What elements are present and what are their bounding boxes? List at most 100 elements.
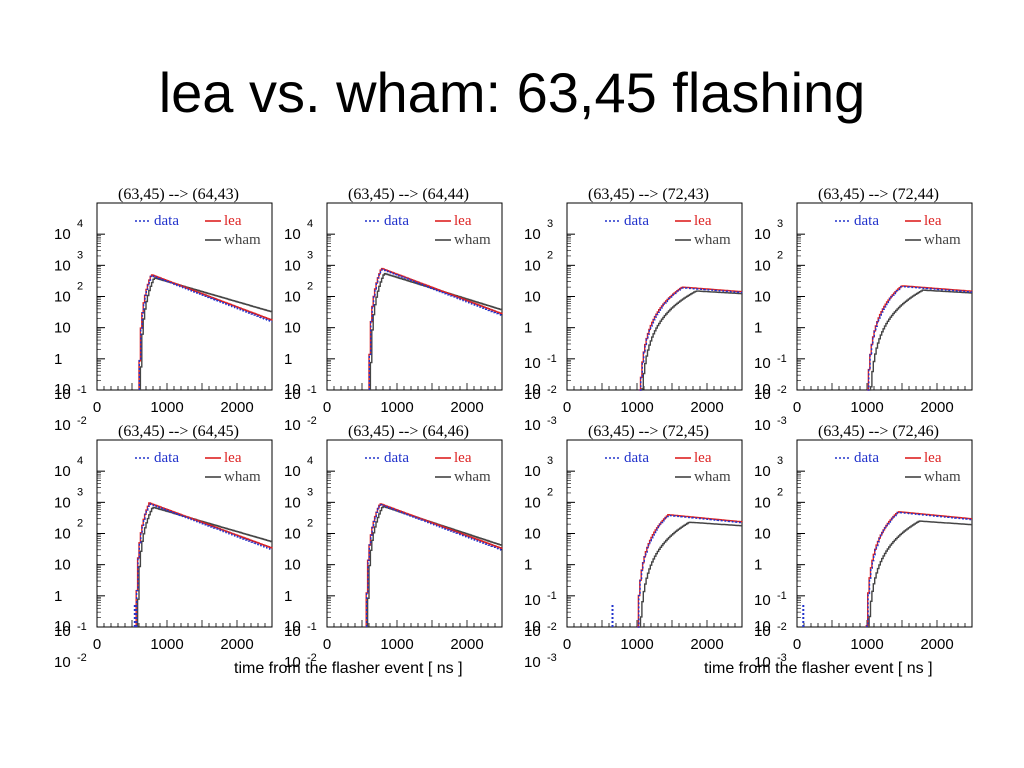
legend-entry-data: data	[365, 450, 409, 466]
y-tick-exponent: 3	[307, 486, 313, 498]
y-tick-label: 1	[284, 588, 292, 605]
svg-text:lea: lea	[694, 450, 712, 466]
panel-title: (63,45) --> (72,44)	[818, 186, 939, 203]
svg-text:lea: lea	[454, 450, 472, 466]
y-tick-label: 1	[754, 320, 762, 337]
panel-title: (63,45) --> (72,43)	[588, 186, 709, 203]
legend-entry-data: data	[135, 213, 179, 229]
series-data	[135, 503, 272, 627]
svg-text:lea: lea	[694, 213, 712, 229]
y-tick-label: 1	[284, 351, 292, 368]
panel-2: (63,45) --> (72,43) 10 3 10 2 10 1 10 -1 10 -2 10 -3…	[512, 183, 743, 434]
legend-entry-lea: lea	[675, 450, 712, 466]
y-tick-label: 10	[54, 463, 71, 480]
y-tick-label: 10	[524, 417, 541, 434]
y-tick-label: 10	[54, 386, 71, 403]
legend-entry-lea: lea	[435, 213, 472, 229]
y-tick-exponent: 3	[307, 249, 313, 261]
legend-entry-lea: lea	[905, 450, 942, 466]
series-data	[368, 268, 502, 390]
y-tick-label: 10	[754, 618, 771, 635]
y-tick-label: 10	[524, 463, 541, 480]
y-tick-label: 10	[754, 355, 771, 372]
series-lea	[365, 503, 503, 627]
x-tick-label: 0	[563, 636, 571, 653]
y-tick-label: 10	[524, 386, 541, 403]
y-tick-label: 10	[524, 494, 541, 511]
legend-entry-wham: wham	[435, 469, 491, 485]
legend-entry-data: data	[835, 450, 879, 466]
series-lea	[138, 274, 273, 390]
series-wham	[869, 289, 972, 391]
y-tick-exponent: 4	[77, 455, 83, 467]
x-tick-label: 2000	[220, 399, 253, 416]
x-tick-label: 0	[323, 399, 331, 416]
y-tick-label: 10	[284, 654, 301, 671]
series-lea	[637, 514, 743, 628]
y-tick-label: 1	[54, 588, 62, 605]
panel-chart: (63,45) --> (72,44) 10 3 10 2 10 1 10 -1 10 -2 10 -3…	[754, 186, 973, 434]
legend-entry-data: data	[605, 450, 649, 466]
x-tick-label: 1000	[620, 399, 653, 416]
y-tick-exponent: 2	[307, 518, 313, 530]
y-tick-label: 10	[754, 226, 771, 243]
panel-title: (63,45) --> (72,46)	[818, 423, 939, 440]
y-tick-label: 1	[754, 557, 762, 574]
svg-text:lea: lea	[224, 450, 242, 466]
y-tick-exponent: -2	[307, 652, 317, 664]
svg-text:wham: wham	[454, 232, 491, 248]
series-data	[639, 287, 743, 391]
y-tick-label: 10	[754, 494, 771, 511]
y-tick-exponent: 2	[547, 486, 553, 498]
series-wham	[136, 506, 273, 627]
y-tick-exponent: 3	[777, 455, 783, 467]
panel-0: (63,45) --> (64,43) 10 4 10 3 10 2 10 1 10 -1 10 -2 1…	[42, 183, 273, 434]
y-tick-label: 1	[54, 351, 62, 368]
y-tick-label: 10	[284, 526, 301, 543]
x-tick-label: 0	[323, 636, 331, 653]
panel-7: (63,45) --> (72,46) 10 3 10 2 10 1 10 -1 10 -2 10 -3…	[742, 420, 973, 671]
panel-6: (63,45) --> (72,45) 10 3 10 2 10 1 10 -1 10 -2 10 -3…	[512, 420, 743, 671]
y-tick-exponent: 2	[547, 249, 553, 261]
legend-entry-data: data	[835, 213, 879, 229]
panel-chart: (63,45) --> (72,46) 10 3 10 2 10 1 10 -1 10 -2 10 -3…	[754, 423, 973, 671]
y-tick-label: 10	[284, 226, 301, 243]
legend-entry-data: data	[365, 213, 409, 229]
y-tick-label: 10	[54, 257, 71, 274]
x-tick-label: 1000	[620, 636, 653, 653]
y-tick-label: 10	[284, 623, 301, 640]
y-tick-exponent: 2	[307, 281, 313, 293]
y-tick-label: 10	[754, 381, 771, 398]
y-tick-label: 10	[524, 654, 541, 671]
y-tick-label: 10	[54, 654, 71, 671]
svg-text:data: data	[154, 450, 179, 466]
y-tick-label: 10	[54, 289, 71, 306]
panel-chart: (63,45) --> (64,44) 10 4 10 3 10 2 10 1 10 -1 10 -2 1…	[284, 186, 503, 434]
y-tick-label: 10	[524, 618, 541, 635]
y-tick-label: 10	[284, 494, 301, 511]
y-tick-label: 10	[524, 381, 541, 398]
y-tick-exponent: 4	[307, 455, 313, 467]
x-tick-label: 0	[793, 399, 801, 416]
x-tick-label: 1000	[380, 636, 413, 653]
y-tick-label: 10	[54, 557, 71, 574]
y-tick-exponent: 3	[547, 218, 553, 230]
y-tick-exponent: 3	[777, 218, 783, 230]
legend-entry-wham: wham	[205, 469, 261, 485]
y-tick-exponent: 4	[77, 218, 83, 230]
y-tick-exponent: 2	[777, 486, 783, 498]
x-tick-label: 1000	[380, 399, 413, 416]
svg-text:data: data	[624, 450, 649, 466]
x-axis-label-left: time from the flasher event [ ns ]	[234, 660, 463, 677]
y-tick-label: 10	[524, 526, 541, 543]
y-tick-label: 10	[54, 381, 71, 398]
legend-entry-wham: wham	[435, 232, 491, 248]
y-tick-label: 10	[54, 623, 71, 640]
svg-text:data: data	[624, 213, 649, 229]
y-tick-exponent: -1	[547, 353, 557, 365]
panel-3: (63,45) --> (72,44) 10 3 10 2 10 1 10 -1 10 -2 10 -3…	[742, 183, 973, 434]
y-tick-exponent: -1	[307, 384, 317, 396]
series-data	[637, 514, 742, 628]
y-tick-label: 10	[524, 226, 541, 243]
y-tick-exponent: -2	[77, 652, 87, 664]
